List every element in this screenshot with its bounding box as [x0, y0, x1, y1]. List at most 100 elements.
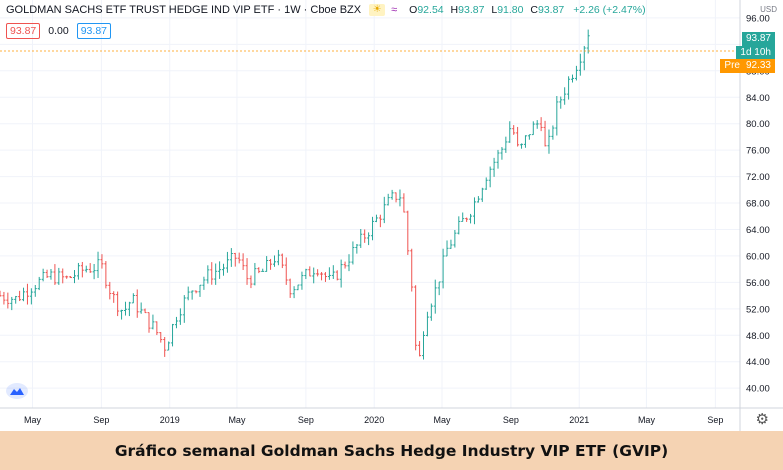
ohlc-bar — [331, 265, 335, 279]
ohlc-bar — [131, 293, 135, 304]
y-tick-label: 56.00 — [746, 278, 770, 289]
ohlc-bar — [582, 45, 586, 71]
value-middle: 0.00 — [48, 25, 69, 37]
ohlc-bar — [421, 331, 425, 360]
currency-label[interactable]: USD — [760, 5, 777, 14]
ohlc-bar — [92, 263, 96, 280]
y-tick-label: 84.00 — [746, 93, 770, 104]
ohlc-bar — [523, 135, 527, 148]
ohlc-bar — [539, 117, 543, 132]
ohlc-bar — [186, 286, 190, 301]
ohlc-bar — [312, 267, 316, 284]
ohlc-bar — [300, 271, 304, 290]
ohlc-bar — [437, 281, 441, 296]
market-status-icon[interactable]: ☀ — [369, 4, 386, 16]
ohlc-bar — [496, 149, 500, 169]
pre-price: 92.33 — [745, 60, 771, 71]
ohlc-bar — [222, 263, 226, 276]
ohlc-bar — [567, 76, 571, 100]
ohlc-bar — [245, 258, 249, 285]
ohlc-bar — [265, 256, 269, 272]
x-tick-label: Sep — [298, 415, 314, 425]
ohlc-bar — [151, 314, 155, 330]
value-box-left[interactable]: 93.87 — [6, 23, 41, 39]
ohlc-bar — [571, 74, 575, 83]
ohlc-bar — [159, 332, 163, 343]
ohlc-bar — [535, 120, 539, 129]
ohlc-bar — [45, 269, 49, 279]
ohlc-bar — [116, 291, 120, 317]
value-box-right[interactable]: 93.87 — [76, 23, 111, 39]
ohlc-bar — [488, 166, 492, 188]
ohlc-bar — [445, 240, 449, 257]
ohlc-bar — [386, 193, 390, 206]
caption-bar: Gráfico semanal Goldman Sachs Hedge Indu… — [0, 431, 783, 470]
ohlc-bar — [10, 296, 14, 311]
tradingview-logo-icon[interactable] — [6, 383, 28, 399]
ohlc-bar — [108, 281, 112, 300]
ohlc-bar — [371, 216, 375, 241]
ohlc-bar — [135, 289, 139, 318]
ohlc-bar — [414, 285, 418, 351]
ohlc-bar — [512, 125, 516, 135]
ohlc-bar — [296, 284, 300, 291]
ohlc-bar — [249, 275, 253, 289]
ohlc-bar — [257, 267, 261, 274]
ohlc-bar — [214, 263, 218, 285]
ohlc-bar — [120, 309, 124, 320]
ohlc-bar — [123, 301, 127, 316]
ohlc-bar — [241, 253, 245, 271]
ohlc-bar — [410, 248, 414, 292]
ohlc-bar — [327, 267, 331, 280]
ohlc-bar — [143, 308, 147, 314]
ohlc-bar — [84, 265, 88, 273]
time-axis[interactable]: May Sep 2019 May Sep 2020 May Sep 2021 May Sep — [24, 415, 723, 425]
ohlc-bar — [276, 249, 280, 266]
pre-label: Pre — [724, 60, 740, 71]
ohlc-bar — [465, 217, 469, 222]
x-tick-label: 2021 — [569, 415, 589, 425]
ohlc-bar — [280, 253, 284, 269]
ohlc-bar — [198, 284, 202, 297]
ohlc-bar — [504, 136, 508, 153]
gear-icon[interactable]: ⚙ — [755, 411, 769, 428]
ohlc-bar — [2, 291, 6, 305]
ohlc-bar — [53, 264, 57, 285]
ohlc-bar — [163, 337, 167, 357]
ohlc-bar — [253, 262, 257, 286]
x-tick-label: May — [638, 415, 656, 425]
ohlc-bar — [425, 311, 429, 337]
y-tick-label: 52.00 — [746, 304, 770, 315]
ohlc-bar — [127, 301, 131, 317]
bar-countdown-tag: 1d 10h — [736, 46, 775, 60]
ohlc-bar — [206, 265, 210, 284]
ohlc-bar — [284, 257, 288, 285]
ohlc-bar — [202, 276, 206, 290]
ohlc-bar — [398, 189, 402, 207]
ohlc-bar — [543, 120, 547, 147]
ohlc-bar — [527, 134, 531, 140]
data-mode-icon[interactable]: ≈ — [391, 4, 398, 16]
ohlc-bar — [574, 65, 578, 81]
symbol-title[interactable]: GOLDMAN SACHS ETF TRUST HEDGE IND VIP ET… — [6, 4, 362, 16]
ohlc-bar — [0, 290, 2, 297]
ohlc-bar — [520, 143, 524, 149]
ohlc-bars — [0, 29, 590, 360]
price-chart[interactable]: 96.0092.0088.0084.0080.0076.0072.0068.00… — [0, 0, 783, 431]
ohlc-bar — [25, 283, 29, 305]
ohlc-bar — [433, 279, 437, 314]
ohlc-bar — [6, 292, 10, 309]
y-tick-label: 80.00 — [746, 119, 770, 130]
x-tick-label: 2019 — [160, 415, 180, 425]
y-tick-label: 60.00 — [746, 251, 770, 262]
y-tick-label: 96.00 — [746, 13, 770, 24]
ohlc-bar — [402, 193, 406, 213]
ohlc-bar — [182, 295, 186, 323]
ohlc-bar — [363, 229, 367, 243]
ohlc-bar — [461, 212, 465, 222]
ohlc-bar — [429, 303, 433, 321]
ohlc-bar — [374, 214, 378, 223]
ohlc-bar — [76, 262, 80, 280]
ohlc-bar — [194, 290, 198, 294]
ohlc-bar — [308, 266, 312, 277]
